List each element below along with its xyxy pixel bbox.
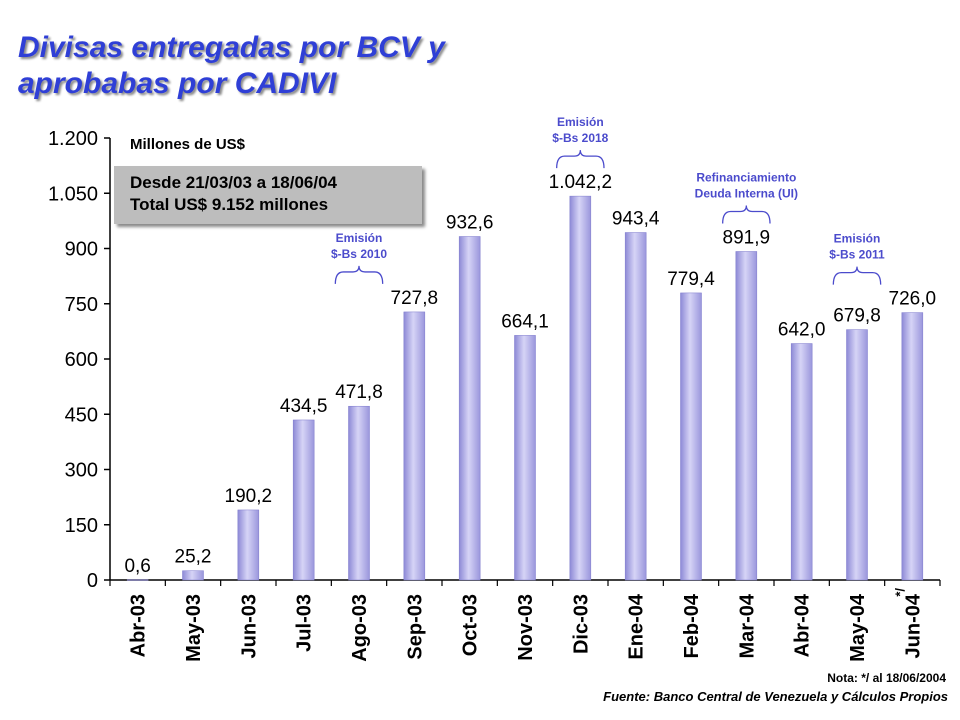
y-tick-label: 0 (87, 570, 98, 592)
bar (680, 292, 702, 581)
annotation-brace (556, 150, 605, 169)
annotation-brace (832, 266, 882, 285)
y-tick-label: 450 (65, 404, 98, 426)
annotation-text: Emisión (834, 232, 881, 246)
bar (901, 312, 924, 581)
category-label: Dic-03 (570, 594, 592, 654)
total-info-box: Desde 21/03/03 a 18/06/04 Total US$ 9.15… (114, 166, 422, 224)
annotation-text: $-Bs 2011 (829, 248, 885, 262)
bar-value-label: 25,2 (175, 547, 212, 568)
bar-value-label: 943,4 (612, 209, 660, 230)
annotation-text: $-Bs 2010 (331, 247, 387, 261)
bar-value-label: 1.042,2 (549, 172, 612, 193)
bar-value-label: 779,4 (667, 269, 715, 290)
annotation-text: $-Bs 2018 (552, 131, 608, 145)
bar-value-label: 642,0 (778, 320, 826, 341)
y-unit-label: Millones de US$ (130, 136, 246, 153)
bar (514, 335, 536, 581)
category-label: Jun-04 (902, 593, 924, 658)
annotation-text: Emisión (336, 231, 383, 245)
y-tick-label: 600 (65, 349, 98, 371)
bar-value-label: 190,2 (225, 486, 273, 507)
y-tick-label: 150 (65, 515, 98, 537)
category-label: Jun-03 (238, 594, 260, 658)
category-label: Jul-03 (294, 594, 316, 652)
category-label: Sep-03 (404, 594, 426, 660)
y-tick-label: 1.200 (48, 128, 98, 150)
title-line-2: aprobabas por CADIVI (18, 67, 337, 100)
last-category-mark: */ (892, 588, 907, 597)
page-title: Divisas entregadas por BCV y aprobabas p… (18, 30, 445, 102)
bar-value-label: 727,8 (391, 288, 439, 309)
bar (182, 570, 204, 581)
bar-value-label: 679,8 (833, 306, 881, 327)
category-label: Feb-04 (681, 593, 703, 658)
source-note: Fuente: Banco Central de Venezuela y Cál… (603, 689, 948, 704)
bar-value-label: 664,1 (501, 311, 549, 332)
category-label: Abr-04 (792, 593, 814, 657)
bar-value-label: 932,6 (446, 212, 494, 233)
info-total: Total US$ 9.152 millones (130, 195, 329, 214)
info-period: Desde 21/03/03 a 18/06/04 (130, 173, 337, 192)
bar-value-label: 471,8 (335, 382, 383, 403)
annotation-text: Emisión (557, 115, 604, 129)
title-line-1: Divisas entregadas por BCV y (18, 31, 445, 64)
footnote: Nota: */ al 18/06/2004 (827, 671, 946, 685)
category-label: Nov-03 (515, 594, 537, 661)
y-tick-label: 750 (65, 294, 98, 316)
bar (458, 236, 481, 581)
bar (126, 579, 149, 581)
bar-value-label: 434,5 (280, 396, 328, 417)
bar (569, 195, 592, 581)
category-label: Abr-03 (128, 594, 150, 657)
bar-value-label: 891,9 (723, 227, 771, 248)
bar (292, 419, 315, 581)
category-label: May-04 (847, 593, 869, 662)
annotation-text: Refinanciamiento (696, 170, 796, 184)
category-label: Ago-03 (349, 594, 371, 662)
bar (237, 509, 260, 581)
y-tick-label: 1.050 (48, 183, 98, 205)
bar (846, 329, 868, 581)
bar (348, 405, 370, 581)
y-tick-label: 900 (65, 239, 98, 261)
annotation-text: Deuda Interna (UI) (695, 186, 798, 200)
annotation-brace (334, 265, 384, 284)
bar-value-label: 0,6 (124, 556, 150, 577)
bar (790, 343, 813, 581)
bar-value-label: 726,0 (889, 289, 937, 310)
bar (735, 251, 758, 581)
bar (624, 232, 647, 581)
category-label: Ene-04 (626, 593, 648, 659)
category-label: Oct-03 (460, 594, 482, 656)
annotation-brace (722, 205, 771, 224)
category-label: Mar-04 (736, 593, 758, 658)
bar (403, 311, 426, 581)
category-label: May-03 (183, 594, 205, 662)
y-tick-label: 300 (65, 460, 98, 482)
